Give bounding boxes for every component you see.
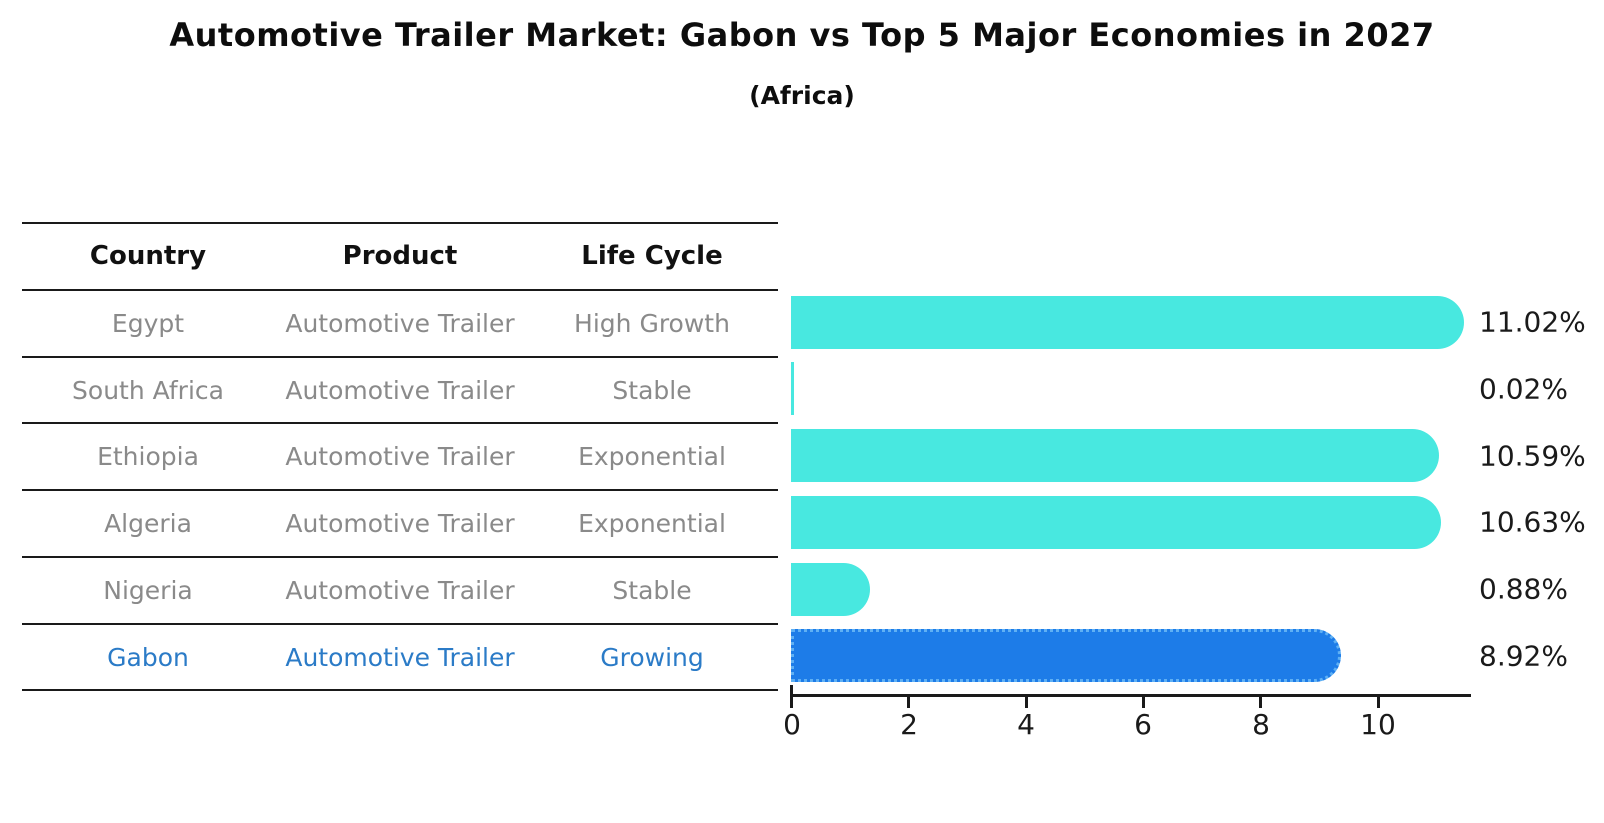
table-cell-product: Automotive Trailer (285, 575, 515, 605)
bar (791, 296, 1464, 349)
table-cell-life-cycle: Exponential (578, 441, 726, 471)
table-cell-country: Egypt (111, 308, 185, 338)
table-cell-life-cycle: Exponential (578, 508, 726, 538)
table-rule-line (22, 689, 778, 691)
x-axis-tick (790, 697, 793, 708)
x-axis-tick (907, 697, 910, 708)
table-cell-country: Ethiopia (97, 441, 199, 471)
table-header-cell-country: Country (89, 241, 207, 271)
x-axis-tick-label: 4 (1017, 708, 1035, 741)
x-axis-tick-label: 10 (1360, 708, 1396, 741)
x-axis-tick (1142, 697, 1145, 708)
bar (791, 563, 870, 616)
table-rule-line (22, 222, 778, 224)
bar-value-label: 0.88% (1479, 572, 1568, 606)
chart-title: Automotive Trailer Market: Gabon vs Top … (169, 16, 1435, 54)
x-axis-origin-stub (790, 685, 793, 697)
bar-value-label: 0.02% (1479, 372, 1568, 406)
table-cell-product: Automotive Trailer (285, 642, 515, 672)
x-axis-tick-label: 2 (900, 708, 918, 741)
table-row: Nigeria Automotive Trailer Stable (22, 557, 778, 623)
table-row: Egypt Automotive Trailer High Growth (22, 290, 778, 356)
table-rule-line (22, 489, 778, 491)
table-cell-product: Automotive Trailer (285, 375, 515, 405)
table-row: Algeria Automotive Trailer Exponential (22, 490, 778, 556)
bar-value-label: 10.63% (1479, 505, 1586, 539)
table-cell-life-cycle: Stable (612, 575, 692, 605)
x-axis-tick (1259, 697, 1262, 708)
bar-value-label: 11.02% (1479, 305, 1586, 339)
bar-gabon-highlight (791, 629, 1341, 682)
x-axis-tick-label: 0 (783, 708, 801, 741)
bar (791, 496, 1441, 549)
table-rule-line (22, 289, 778, 291)
table-rule-line (22, 556, 778, 558)
table-row: Gabon Automotive Trailer Growing (22, 624, 778, 690)
table-cell-life-cycle: High Growth (574, 308, 730, 338)
x-axis-tick (1377, 697, 1380, 708)
table-header-cell-product: Product (342, 241, 458, 271)
bar (791, 429, 1439, 482)
x-axis-tick-label: 6 (1134, 708, 1152, 741)
table-rule-line (22, 356, 778, 358)
table-rule-line (22, 422, 778, 424)
table-cell-life-cycle: Stable (612, 375, 692, 405)
x-axis-line (790, 694, 1471, 697)
table-cell-country: South Africa (72, 375, 224, 405)
table-row: Ethiopia Automotive Trailer Exponential (22, 423, 778, 489)
bar-value-label: 8.92% (1479, 639, 1568, 673)
bar-value-label: 10.59% (1479, 439, 1586, 473)
chart-subtitle: (Africa) (749, 81, 855, 110)
table-cell-country: Nigeria (103, 575, 193, 605)
table-row: South Africa Automotive Trailer Stable (22, 357, 778, 423)
table-header-cell-life-cycle: Life Cycle (581, 241, 723, 271)
table-cell-product: Automotive Trailer (285, 441, 515, 471)
table-rule-line (22, 623, 778, 625)
table-cell-life-cycle: Growing (600, 642, 704, 672)
table-cell-country: Algeria (104, 508, 192, 538)
bar (791, 362, 794, 415)
table-header-row: Country Product Life Cycle (22, 223, 778, 289)
x-axis-tick (1025, 697, 1028, 708)
table-cell-product: Automotive Trailer (285, 308, 515, 338)
x-axis-tick-label: 8 (1252, 708, 1270, 741)
table-cell-product: Automotive Trailer (285, 508, 515, 538)
table-cell-country: Gabon (107, 642, 189, 672)
